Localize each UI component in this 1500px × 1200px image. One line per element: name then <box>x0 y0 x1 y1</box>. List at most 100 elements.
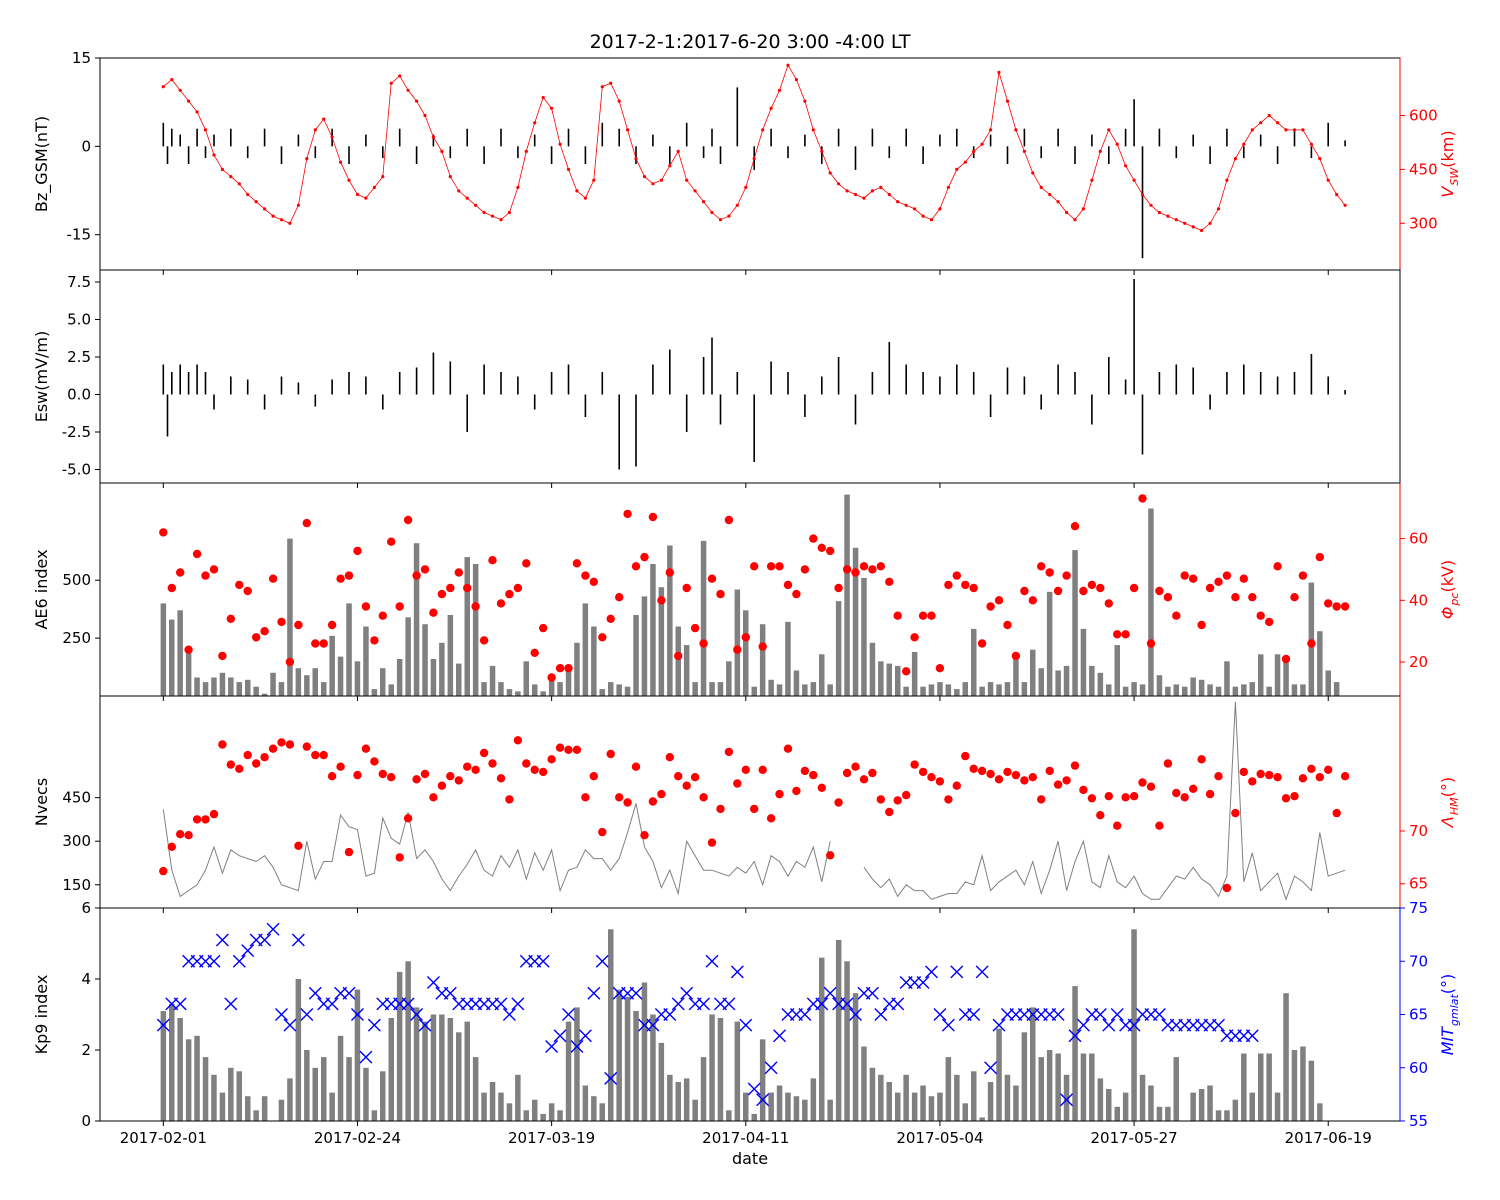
data-point <box>505 795 514 804</box>
data-point <box>420 769 430 779</box>
bar <box>1241 684 1247 696</box>
bar <box>348 372 350 395</box>
bar <box>683 1078 690 1121</box>
x-marker <box>1245 1029 1259 1043</box>
data-point <box>699 793 708 802</box>
data-point <box>758 765 767 774</box>
bar <box>354 989 361 1121</box>
x-marker <box>266 922 280 936</box>
bar <box>667 545 673 696</box>
x-marker <box>1127 1018 1141 1032</box>
data-point <box>1053 586 1063 596</box>
data-point <box>1163 593 1173 602</box>
x-tick-label: 2017-06-19 <box>1285 1129 1372 1147</box>
bar <box>734 589 741 696</box>
bar <box>1249 682 1255 696</box>
data-point <box>395 853 404 862</box>
data-point <box>1146 639 1156 648</box>
bar <box>793 1096 800 1121</box>
bar <box>804 394 806 417</box>
data-point <box>868 768 877 778</box>
bar <box>1259 134 1262 147</box>
bar <box>270 672 276 696</box>
bar <box>819 654 825 696</box>
data-point <box>564 664 573 673</box>
data-point <box>260 627 269 636</box>
data-point <box>994 775 1004 784</box>
data-point <box>682 781 691 790</box>
bar <box>939 134 941 147</box>
bar <box>187 146 190 164</box>
bar <box>1141 394 1144 455</box>
data-point <box>471 602 480 611</box>
bar <box>785 1092 791 1121</box>
data-point <box>1256 769 1265 779</box>
bar <box>171 372 173 395</box>
bar <box>415 146 418 164</box>
bar <box>295 668 302 696</box>
bar <box>1258 654 1264 696</box>
x-marker <box>764 1061 778 1075</box>
x-marker <box>1051 1008 1065 1021</box>
bar <box>1232 1099 1239 1121</box>
bar <box>854 146 857 170</box>
data-point <box>218 651 227 661</box>
bar <box>584 146 587 164</box>
bar <box>669 146 671 164</box>
data-point <box>581 571 590 580</box>
x-marker <box>722 997 736 1011</box>
panel-frame <box>99 57 1401 271</box>
bar <box>1308 1060 1315 1121</box>
bar <box>388 684 394 696</box>
figure-title: 2017-2-1:2017-6-20 3:00 -4:00 LT <box>590 31 911 53</box>
bar <box>413 543 420 696</box>
bar <box>382 394 384 410</box>
x-marker <box>595 954 609 968</box>
bar <box>1089 665 1095 696</box>
bar <box>1124 379 1127 395</box>
data-point <box>961 751 970 761</box>
x-marker <box>410 1008 424 1021</box>
bar <box>219 1092 226 1121</box>
data-point <box>285 740 295 749</box>
data-point <box>1205 583 1215 593</box>
data-point <box>167 842 176 851</box>
bar <box>567 128 570 147</box>
bar <box>821 376 823 395</box>
bar <box>295 979 302 1121</box>
x-marker <box>671 997 685 1011</box>
bar <box>363 626 369 696</box>
data-point <box>741 633 750 642</box>
data-point <box>623 509 632 519</box>
data-point <box>1315 552 1325 562</box>
bar <box>702 357 705 395</box>
y-tick-label: 0 <box>81 1112 91 1130</box>
data-point <box>1205 789 1215 799</box>
bar <box>1021 1032 1028 1121</box>
y-tick-label: -2.5 <box>62 423 91 441</box>
x-marker <box>916 976 930 990</box>
bar <box>219 672 226 696</box>
bar <box>202 1057 209 1121</box>
bar <box>954 689 960 696</box>
data-point <box>1307 764 1316 773</box>
bar <box>1283 993 1289 1121</box>
bar <box>304 675 310 696</box>
bar <box>719 394 722 425</box>
y-tick-label: 300 <box>62 832 91 850</box>
bar <box>228 677 234 696</box>
data-point <box>513 736 523 745</box>
data-point <box>927 611 936 620</box>
y-tick-label: 2.5 <box>67 348 91 366</box>
bar <box>996 1028 1002 1121</box>
data-point <box>235 580 244 590</box>
data-point <box>0 754 4 762</box>
x-marker <box>359 1050 373 1064</box>
bar <box>1139 1074 1146 1121</box>
bar <box>565 668 572 696</box>
bar <box>532 684 538 696</box>
data-point <box>522 759 531 768</box>
data-point <box>336 762 345 771</box>
x-tick-label: 2017-05-27 <box>1090 1129 1177 1147</box>
x-marker <box>739 1018 753 1032</box>
